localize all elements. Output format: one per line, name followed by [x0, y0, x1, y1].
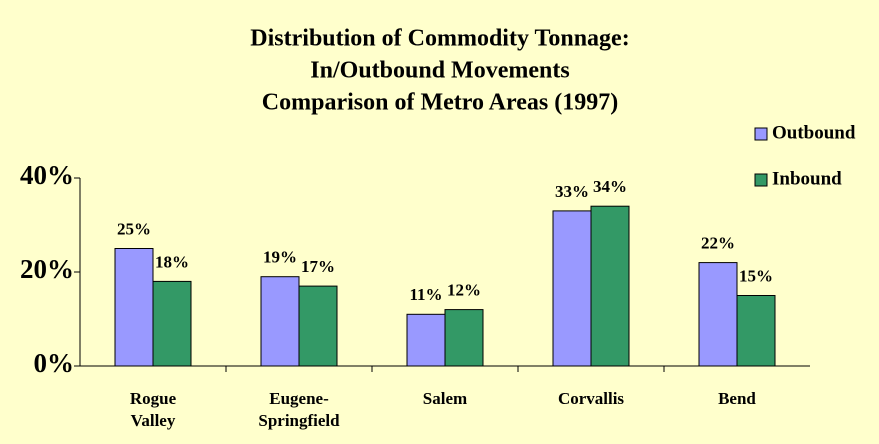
x-tick-label: Salem [423, 389, 467, 408]
bar [114, 248, 154, 367]
bar [298, 285, 338, 367]
data-label: 25% [117, 219, 151, 238]
x-tick-label: Bend [718, 389, 756, 408]
legend-label: Inbound [772, 168, 842, 189]
x-tick-label: Rogue [130, 389, 177, 408]
x-tick-label: Corvallis [558, 389, 624, 408]
bar [590, 205, 630, 367]
bar [698, 262, 738, 367]
bar [406, 313, 446, 367]
bar [260, 276, 300, 367]
x-tick-label: Springfield [258, 411, 340, 430]
chart-title: Comparison of Metro Areas (1997) [262, 90, 618, 116]
data-label: 15% [739, 266, 773, 285]
bar [444, 309, 484, 367]
bar [152, 280, 192, 367]
legend-swatch [754, 173, 768, 187]
bar [736, 295, 776, 367]
y-tick-label: 40% [20, 160, 74, 190]
data-label: 33% [555, 182, 589, 201]
legend-label: Outbound [772, 122, 856, 143]
bar [552, 210, 592, 367]
y-tick-label: 20% [20, 254, 74, 284]
legend-swatch [754, 127, 768, 141]
y-tick-label: 0% [34, 348, 75, 378]
data-label: 18% [155, 252, 189, 271]
data-label: 19% [263, 248, 297, 267]
data-label: 17% [301, 257, 335, 276]
chart-title: In/Outbound Movements [310, 58, 569, 84]
x-tick-label: Valley [131, 411, 176, 430]
x-tick-label: Eugene- [269, 389, 329, 408]
chart-title: Distribution of Commodity Tonnage: [250, 26, 629, 52]
data-label: 22% [701, 234, 735, 253]
data-label: 12% [447, 281, 481, 300]
data-label: 11% [409, 285, 442, 304]
data-label: 34% [593, 177, 627, 196]
